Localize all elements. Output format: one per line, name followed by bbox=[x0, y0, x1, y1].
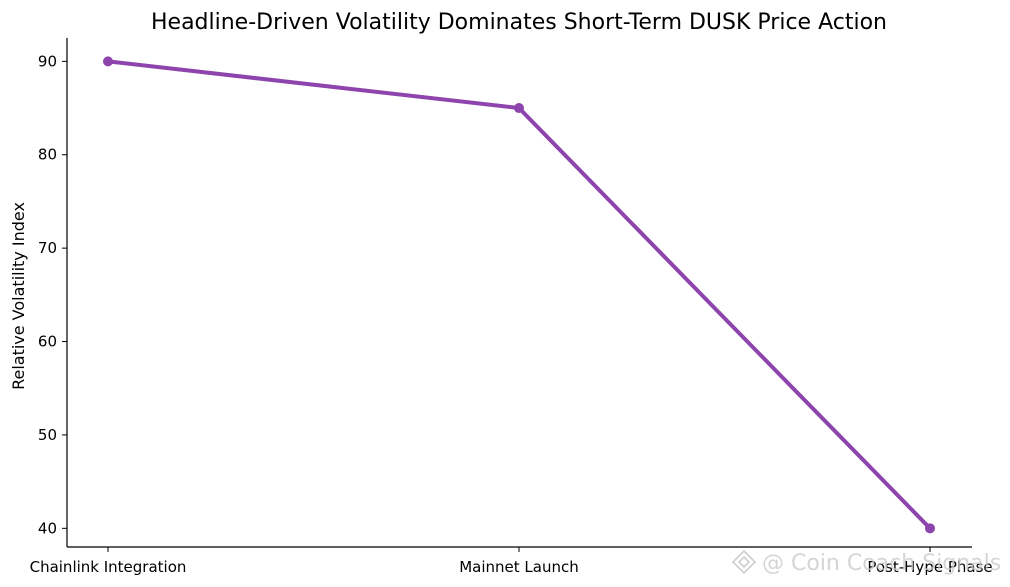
x-tick-label: Mainnet Launch bbox=[459, 558, 579, 576]
data-point bbox=[514, 103, 524, 114]
axes bbox=[66, 38, 972, 548]
watermark: @ Coin Coach Signals bbox=[731, 549, 1001, 576]
chart-title: Headline-Driven Volatility Dominates Sho… bbox=[151, 10, 887, 35]
x-ticks: Chainlink Integration Mainnet Launch Post-… bbox=[30, 547, 993, 576]
y-tick-label: 80 bbox=[38, 146, 57, 164]
y-tick-label: 70 bbox=[38, 239, 57, 257]
y-tick-label: 90 bbox=[38, 52, 57, 70]
data-point bbox=[925, 523, 935, 534]
series bbox=[103, 56, 935, 534]
y-tick-label: 40 bbox=[38, 519, 57, 537]
binance-diamond-icon bbox=[731, 549, 757, 575]
data-point bbox=[103, 56, 113, 67]
series-line bbox=[106, 59, 932, 531]
x-tick-label: Chainlink Integration bbox=[30, 558, 187, 576]
watermark-text: @ Coin Coach Signals bbox=[762, 551, 1001, 576]
y-ticks: 40 50 60 70 80 90 bbox=[38, 52, 67, 537]
x-tick-label: Post-Hype Phase bbox=[867, 558, 992, 576]
y-axis-label: Relative Volatility Index bbox=[9, 202, 28, 390]
y-tick-label: 60 bbox=[38, 333, 57, 351]
y-tick-label: 50 bbox=[38, 426, 57, 444]
